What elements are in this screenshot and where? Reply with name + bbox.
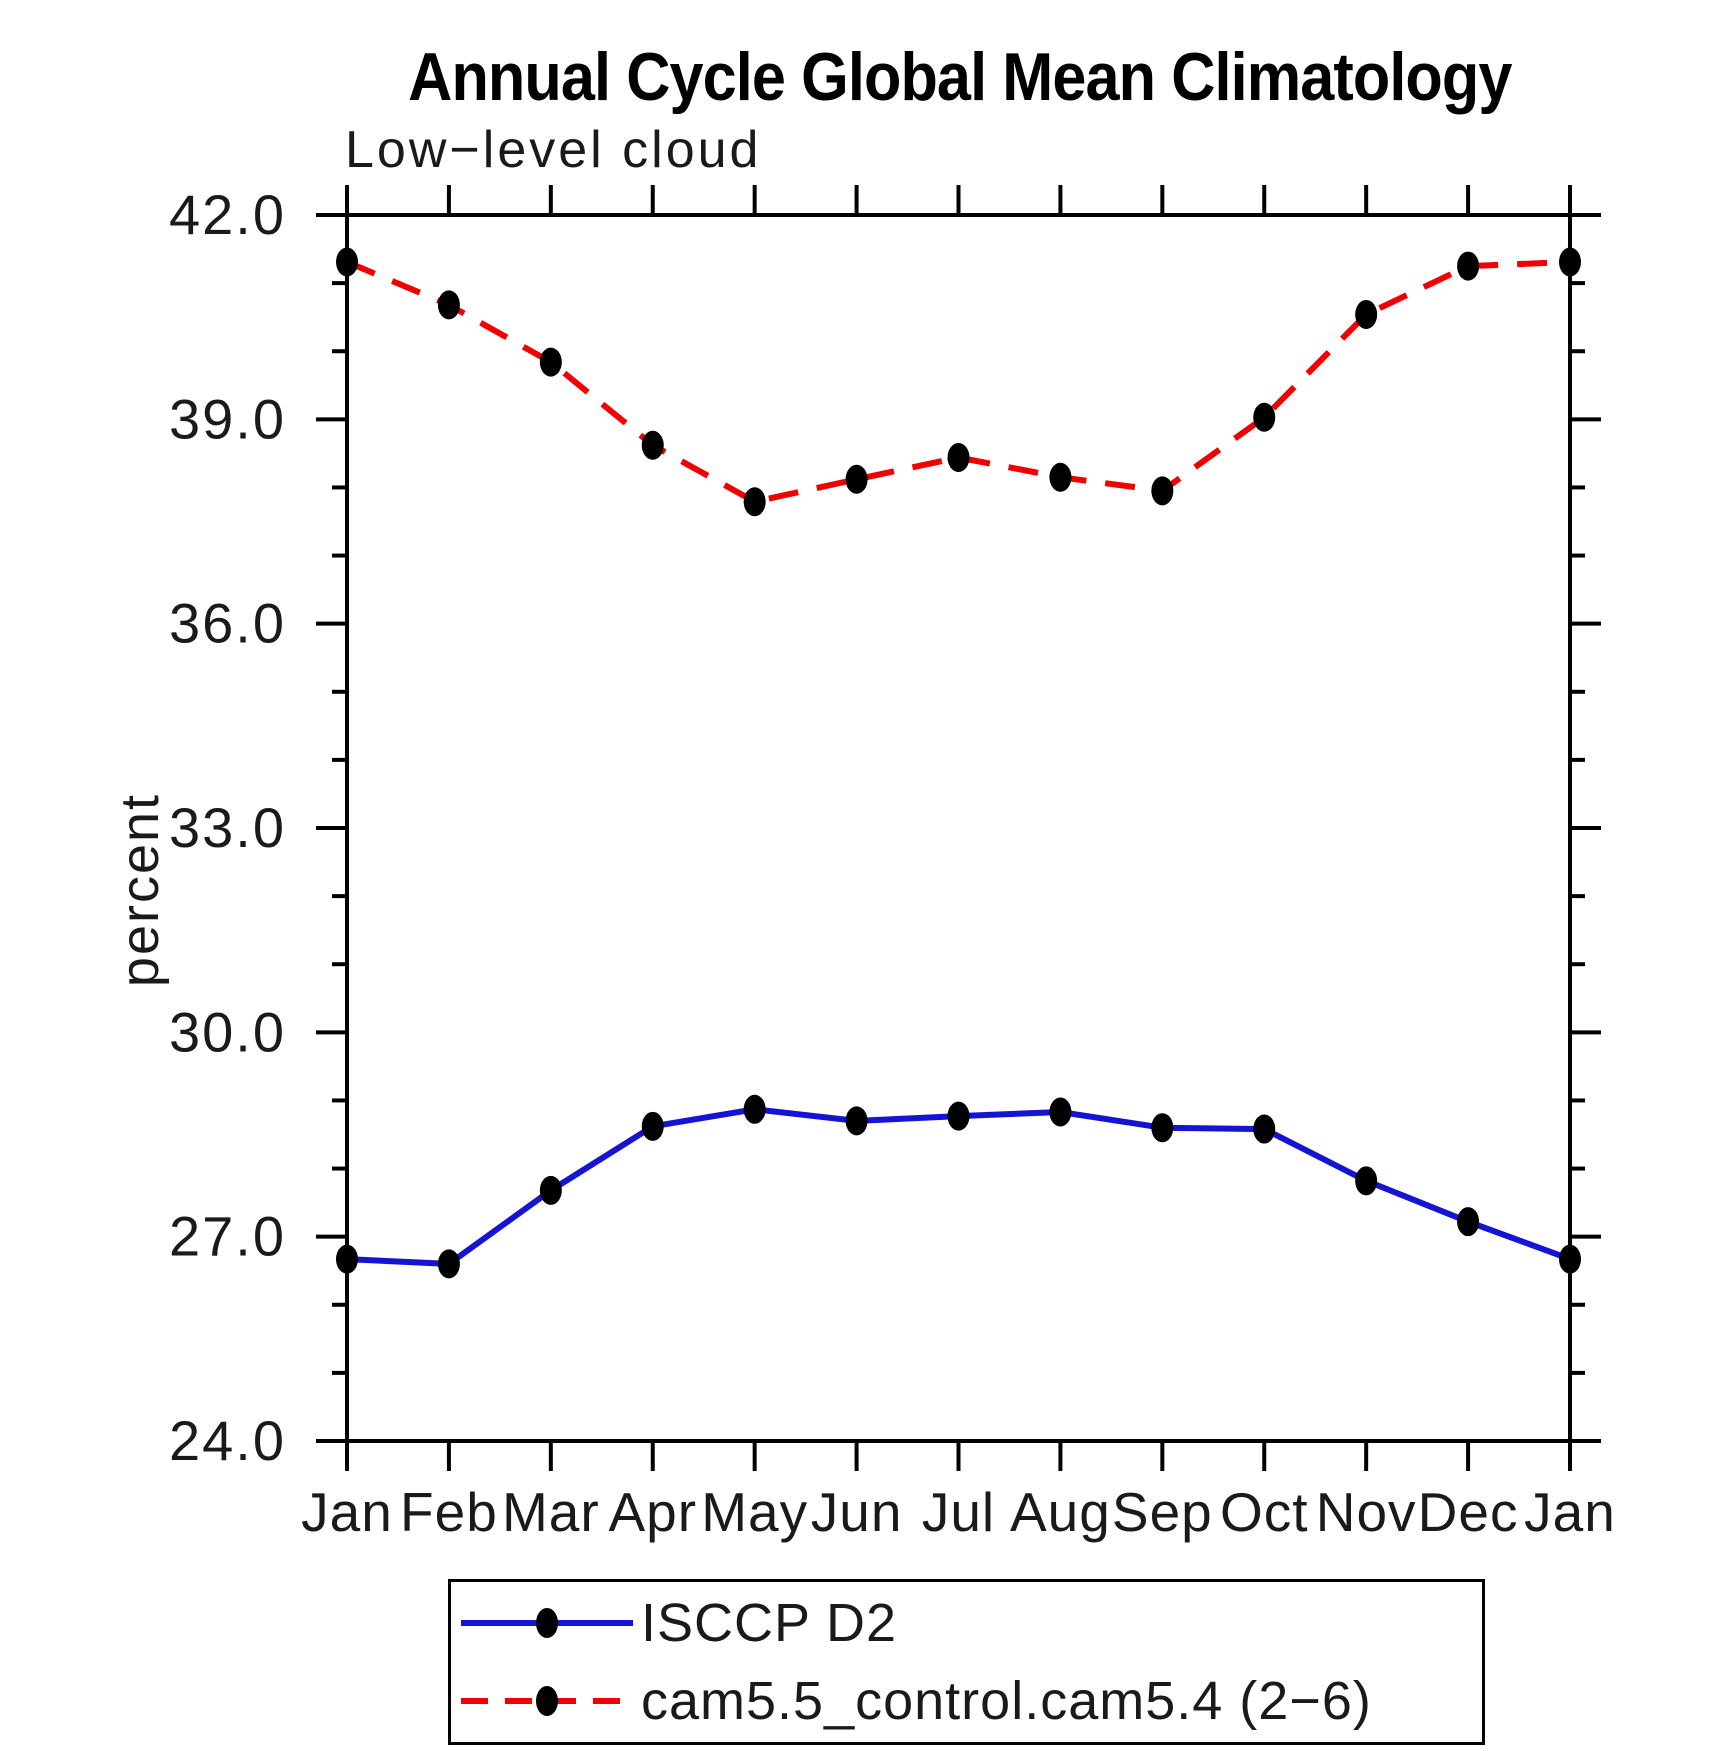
chart-title: Annual Cycle Global Mean Climatology [408,39,1512,115]
y-tick-label: 24.0 [169,1409,286,1472]
data-point-marker [437,1249,460,1279]
chart-subtitle: Low−level cloud [345,121,762,179]
data-point-marker [1151,476,1174,506]
data-point-marker [743,487,766,517]
data-point-marker [1049,462,1072,492]
data-point-marker [845,1106,868,1136]
data-point-marker [947,442,970,472]
data-point-marker [539,347,562,377]
legend-label: ISCCP D2 [641,1593,898,1654]
y-tick-label: 39.0 [169,387,286,450]
data-point-marker [641,1111,664,1141]
y-tick-label: 27.0 [169,1205,286,1268]
data-point-marker [1457,251,1480,281]
x-tick-label: Oct [1220,1481,1309,1543]
x-tick-label: Jan [301,1481,393,1543]
x-tick-label: May [701,1481,808,1543]
data-point-marker [743,1094,766,1124]
data-point-marker [1559,247,1581,277]
x-tick-label: Nov [1316,1481,1417,1543]
x-tick-label: Dec [1418,1481,1519,1543]
data-point-marker [336,247,358,277]
data-point-marker [539,1175,562,1205]
legend-item: ISCCP D2 [451,1587,1482,1659]
data-point-marker [1151,1113,1174,1143]
data-point-marker [1559,1244,1581,1274]
y-tick-label: 36.0 [169,592,286,655]
legend: ISCCP D2 cam5.5_control.cam5.4 (2−6) [448,1579,1485,1745]
data-point-marker [437,290,460,320]
solid-line-marker-icon [461,1608,633,1639]
data-point-marker [1457,1207,1480,1237]
series-line-solid [346,1106,1572,1267]
data-point-marker [336,1244,358,1274]
x-tick-label: Mar [502,1481,600,1543]
data-point-marker [1355,1166,1378,1196]
legend-item: cam5.5_control.cam5.4 (2−6) [451,1665,1482,1737]
data-point-marker [1049,1097,1072,1127]
legend-label: cam5.5_control.cam5.4 (2−6) [641,1670,1372,1731]
x-tick-label: Sep [1112,1481,1213,1543]
data-point-marker [1253,1114,1276,1144]
x-tick-label: Jan [1524,1481,1616,1543]
y-tick-label: 30.0 [169,1000,286,1063]
data-point-marker [947,1101,970,1131]
y-tick-label: 42.0 [169,183,286,246]
y-tick-label: 33.0 [169,796,286,859]
x-tick-label: Jun [811,1481,903,1543]
x-tick-label: Jul [922,1481,995,1543]
data-point-marker [1253,402,1276,432]
x-tick-label: Apr [608,1481,697,1543]
data-point-marker [1355,299,1378,329]
x-tick-label: Feb [400,1481,498,1543]
data-point-marker [641,430,664,460]
x-tick-label: Aug [1010,1481,1111,1543]
data-point-marker [845,464,868,494]
dashed-line-marker-icon [461,1685,633,1716]
